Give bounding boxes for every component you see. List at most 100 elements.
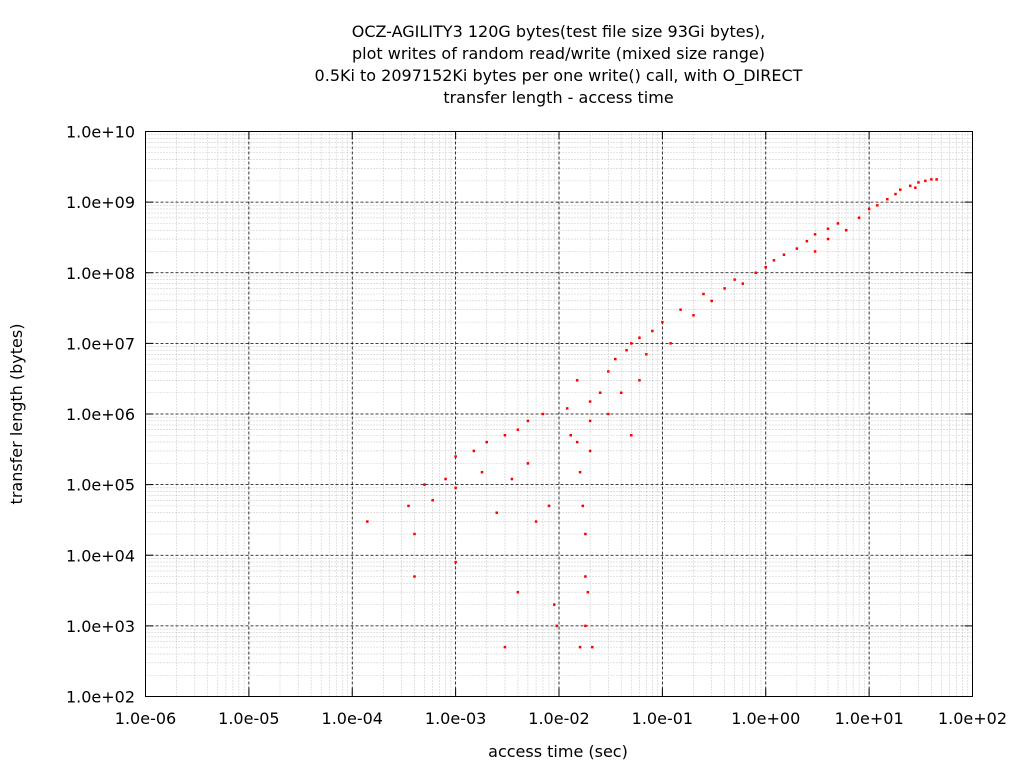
- data-point: [366, 520, 369, 523]
- data-point: [886, 197, 889, 201]
- data-point: [516, 590, 520, 594]
- data-point: [565, 407, 569, 410]
- data-point: [407, 504, 410, 508]
- data-point: [584, 624, 587, 628]
- y-tick-label: 1.0e+07: [66, 334, 135, 353]
- data-point: [503, 434, 507, 437]
- data-point: [584, 575, 587, 578]
- data-point: [630, 434, 633, 437]
- data-point: [857, 216, 861, 220]
- data-point: [454, 486, 457, 490]
- data-point: [710, 299, 713, 303]
- data-point: [638, 379, 641, 382]
- data-point: [754, 271, 757, 274]
- data-point: [826, 227, 830, 230]
- data-point: [588, 449, 592, 453]
- data-point: [909, 184, 912, 188]
- data-point: [630, 342, 633, 345]
- chart-title-line-3: 0.5Ki to 2097152Ki bytes per one write()…: [314, 66, 803, 85]
- data-point: [844, 228, 848, 232]
- y-tick-label: 1.0e+03: [66, 617, 135, 636]
- chart-title-line-1: OCZ-AGILITY3 120G bytes(test file size 9…: [351, 22, 766, 41]
- data-point: [454, 560, 457, 564]
- x-tick-label: 1.0e+00: [731, 709, 800, 728]
- data-point: [733, 278, 736, 281]
- data-point: [431, 499, 434, 502]
- data-point: [526, 419, 530, 423]
- data-point: [485, 440, 488, 444]
- x-tick-label: 1.0e-03: [425, 709, 486, 728]
- data-point: [423, 483, 426, 486]
- data-point: [935, 178, 938, 181]
- data-point: [723, 287, 726, 290]
- data-point: [930, 178, 933, 181]
- data-point: [569, 434, 573, 437]
- data-point: [607, 370, 610, 373]
- data-point: [480, 470, 484, 474]
- data-point: [584, 532, 587, 536]
- x-axis-label: access time (sec): [488, 742, 628, 761]
- data-point: [495, 511, 499, 514]
- x-tick-label: 1.0e-02: [528, 709, 589, 728]
- data-point: [553, 603, 556, 606]
- x-tick-label: 1.0e+02: [938, 709, 1007, 728]
- data-point: [692, 314, 695, 317]
- data-point: [454, 455, 457, 458]
- data-point: [575, 440, 579, 444]
- data-point: [588, 419, 592, 423]
- data-point: [578, 645, 582, 649]
- data-point: [914, 186, 917, 189]
- data-point: [898, 188, 902, 191]
- data-point: [795, 247, 799, 250]
- data-point: [826, 237, 830, 241]
- data-point: [782, 253, 786, 256]
- data-point: [625, 348, 628, 352]
- data-point: [575, 379, 579, 382]
- data-point: [541, 412, 545, 416]
- y-axis-label: transfer length (bytes): [7, 324, 26, 505]
- data-point: [413, 575, 416, 578]
- data-point: [917, 181, 920, 184]
- data-point: [669, 342, 672, 345]
- y-tick-label: 1.0e+02: [66, 688, 135, 707]
- data-point: [924, 179, 927, 183]
- data-point: [413, 532, 416, 536]
- x-tick-label: 1.0e+01: [835, 709, 904, 728]
- data-point: [516, 428, 520, 431]
- y-tick-label: 1.0e+05: [66, 476, 135, 495]
- data-point: [813, 233, 817, 236]
- chart-title-line-4: transfer length - access time: [443, 88, 674, 107]
- y-tick-label: 1.0e+04: [66, 546, 135, 565]
- data-point: [619, 391, 623, 394]
- data-point: [867, 207, 871, 211]
- data-point: [661, 320, 664, 324]
- data-point: [651, 329, 654, 333]
- x-axis-ticks: 1.0e-06 1.0e-05 1.0e-04 1.0e-03 1.0e-02 1.0e-…: [115, 131, 1007, 728]
- y-tick-label: 1.0e+06: [66, 405, 135, 424]
- data-point: [772, 259, 776, 262]
- data-point: [591, 645, 594, 649]
- data-point: [679, 308, 682, 311]
- data-point: [638, 336, 641, 340]
- data-point: [607, 412, 610, 416]
- data-point: [534, 520, 538, 523]
- data-point: [645, 353, 648, 356]
- data-point: [547, 504, 551, 508]
- data-point: [613, 357, 617, 361]
- y-tick-label: 1.0e+10: [66, 123, 135, 142]
- x-tick-label: 1.0e-06: [115, 709, 176, 728]
- major-grid: [145, 131, 973, 697]
- data-point: [472, 449, 476, 453]
- data-point: [836, 222, 840, 225]
- x-tick-label: 1.0e-05: [218, 709, 279, 728]
- data-point: [805, 239, 809, 243]
- y-tick-label: 1.0e+09: [66, 193, 135, 212]
- x-tick-label: 1.0e-04: [322, 709, 383, 728]
- data-point: [813, 250, 817, 253]
- data-point: [526, 462, 530, 465]
- data-point: [876, 204, 879, 207]
- data-point: [588, 400, 592, 403]
- data-point: [444, 477, 447, 481]
- data-point: [581, 504, 585, 508]
- data-point: [503, 645, 507, 649]
